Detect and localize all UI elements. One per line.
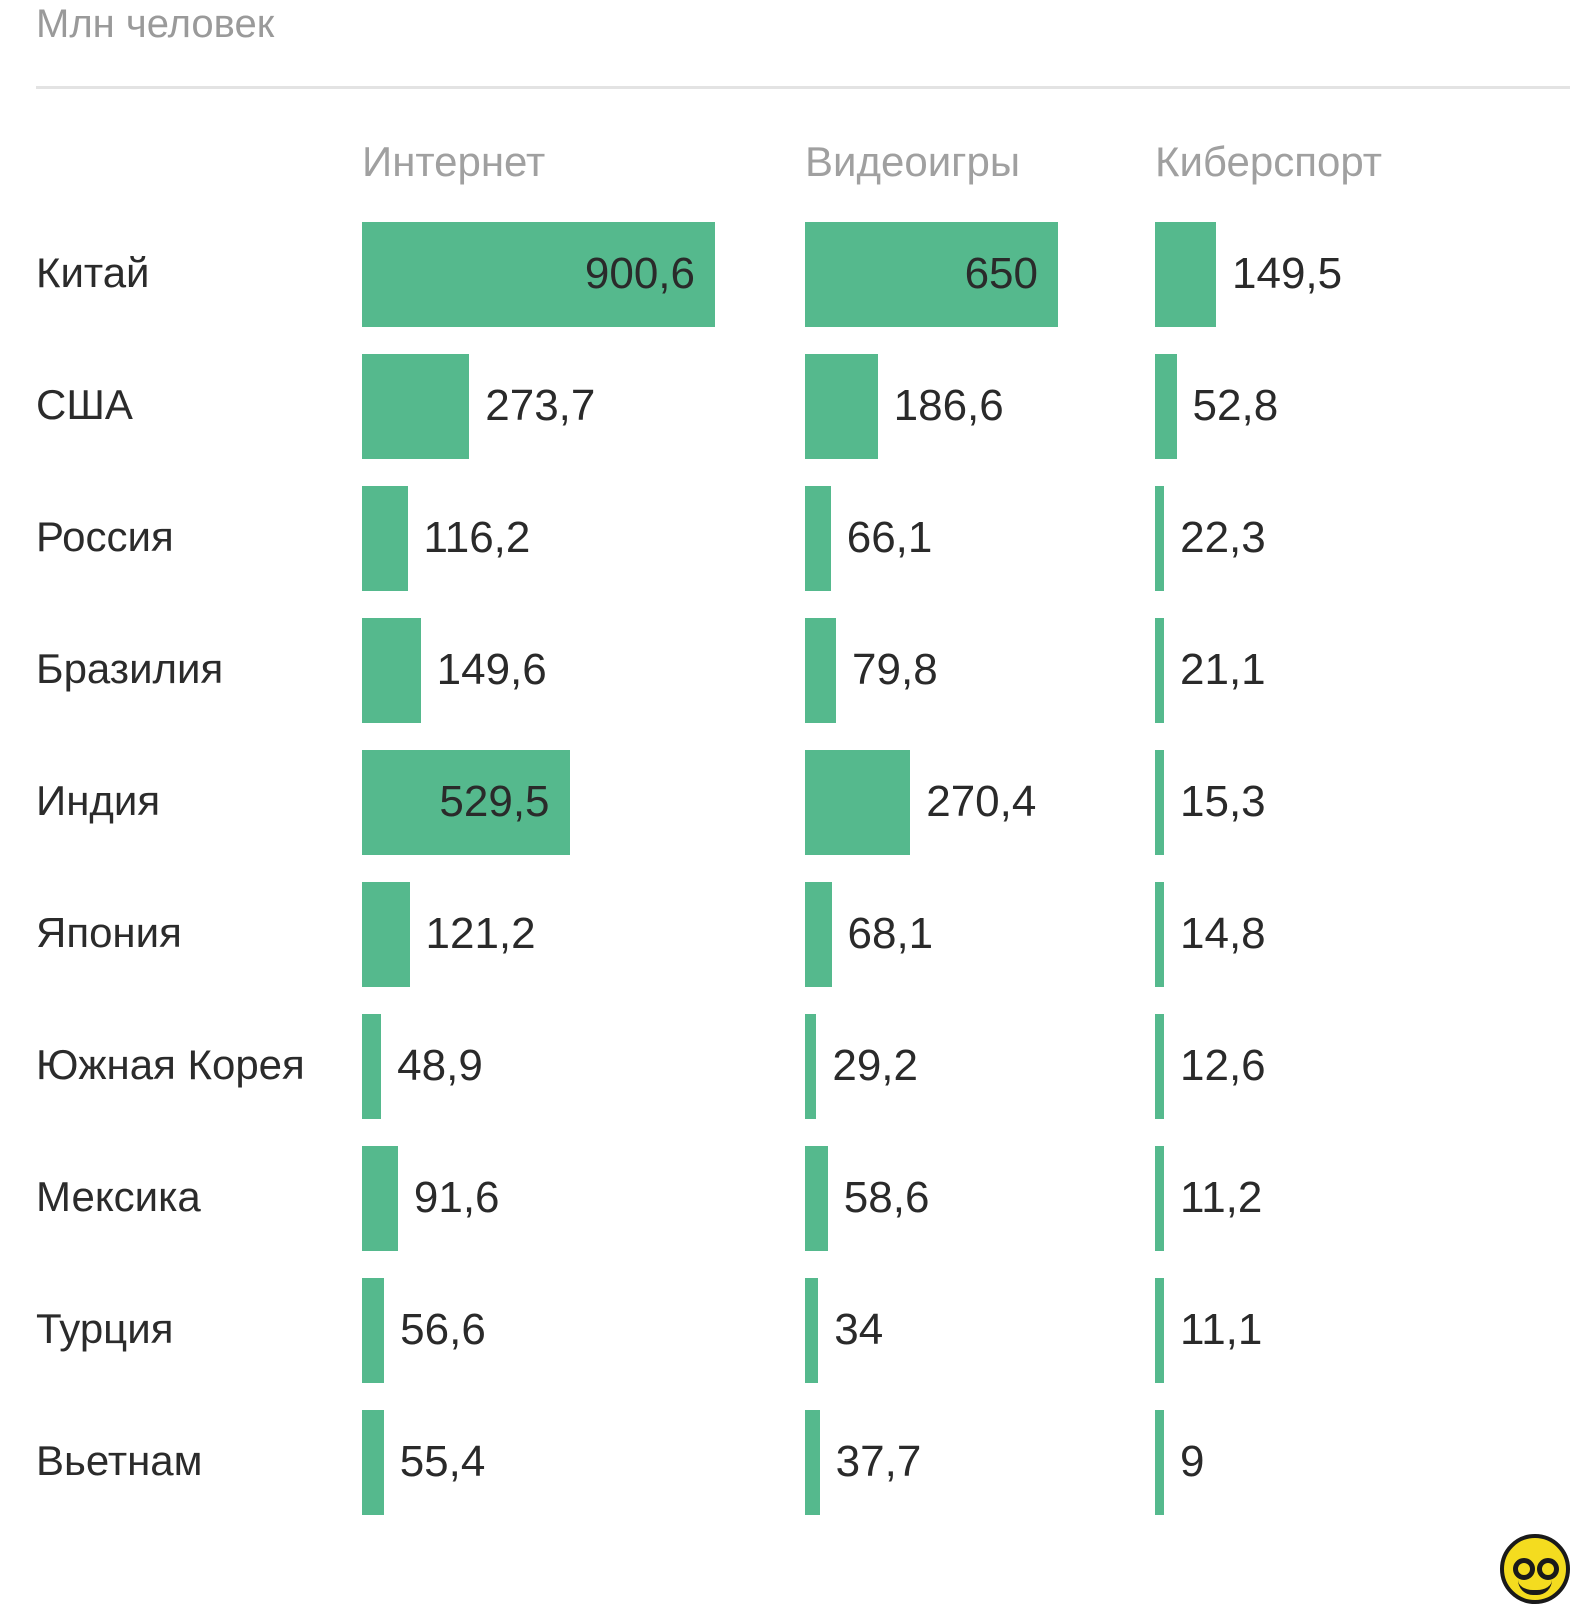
data-label: 11,1 bbox=[1180, 1305, 1263, 1354]
bar bbox=[362, 1278, 385, 1383]
brand-logo-icon bbox=[1500, 1534, 1570, 1604]
data-label: 149,6 bbox=[436, 645, 547, 694]
bar bbox=[362, 222, 715, 327]
category-label: Турция bbox=[36, 1305, 174, 1352]
category-label: Бразилия bbox=[36, 645, 224, 692]
column-header-1: Видеоигры bbox=[805, 138, 1021, 185]
data-label: 116,2 bbox=[423, 513, 531, 562]
bar bbox=[805, 354, 878, 459]
bar bbox=[1155, 354, 1177, 459]
bar bbox=[1155, 222, 1216, 327]
bar bbox=[1155, 1014, 1164, 1119]
data-label: 34 bbox=[834, 1305, 884, 1354]
column-header-2: Киберспорт bbox=[1155, 138, 1383, 185]
data-label: 55,4 bbox=[399, 1437, 486, 1486]
bar bbox=[1155, 882, 1164, 987]
bar bbox=[1155, 486, 1165, 591]
category-label: Южная Корея bbox=[36, 1041, 305, 1088]
logo-smile bbox=[1518, 1580, 1552, 1595]
data-label: 529,5 bbox=[439, 777, 550, 826]
data-label: 79,8 bbox=[852, 645, 938, 694]
bar bbox=[1155, 1278, 1164, 1383]
data-label: 270,4 bbox=[926, 777, 1037, 826]
bar bbox=[362, 1014, 382, 1119]
bar bbox=[1155, 1410, 1164, 1515]
data-label: 22,3 bbox=[1180, 513, 1266, 562]
bar bbox=[805, 222, 1058, 327]
bar bbox=[805, 618, 837, 723]
data-label: 14,8 bbox=[1180, 909, 1266, 958]
data-label: 149,5 bbox=[1232, 249, 1343, 298]
data-label: 21,1 bbox=[1180, 645, 1266, 694]
category-label: Китай bbox=[36, 249, 150, 296]
data-label: 900,6 bbox=[584, 249, 695, 298]
data-label: 15,3 bbox=[1180, 777, 1266, 826]
data-label: 186,6 bbox=[893, 381, 1004, 430]
bar bbox=[805, 1146, 828, 1251]
bar bbox=[1155, 618, 1164, 723]
data-label: 58,6 bbox=[843, 1173, 930, 1222]
header-divider bbox=[36, 86, 1570, 89]
category-label: США bbox=[36, 381, 133, 428]
category-label: Мексика bbox=[36, 1173, 201, 1220]
data-label: 11,2 bbox=[1180, 1173, 1263, 1222]
category-label: Япония bbox=[36, 909, 182, 956]
data-label: 273,7 bbox=[485, 381, 596, 430]
bar bbox=[362, 486, 408, 591]
data-label: 37,7 bbox=[835, 1437, 922, 1486]
bar bbox=[362, 882, 410, 987]
bar bbox=[362, 354, 470, 459]
data-label: 52,8 bbox=[1192, 381, 1279, 430]
data-label: 12,6 bbox=[1180, 1041, 1266, 1090]
column-header-0: Интернет bbox=[362, 138, 546, 185]
bar bbox=[362, 1146, 398, 1251]
bar bbox=[1155, 750, 1164, 855]
logo-eye-left bbox=[1513, 1558, 1535, 1580]
data-label: 48,9 bbox=[397, 1041, 483, 1090]
unit-label: Млн человек bbox=[36, 2, 275, 46]
data-label: 68,1 bbox=[847, 909, 934, 958]
category-label: Россия bbox=[36, 513, 174, 560]
data-label: 56,6 bbox=[400, 1305, 486, 1354]
bar bbox=[362, 1410, 384, 1515]
bar bbox=[362, 750, 570, 855]
data-label: 9 bbox=[1180, 1437, 1205, 1486]
bar bbox=[805, 486, 831, 591]
bar bbox=[805, 1014, 817, 1119]
bar bbox=[805, 750, 911, 855]
logo-eye-right bbox=[1537, 1558, 1559, 1580]
bar bbox=[805, 1278, 819, 1383]
data-label: 91,6 bbox=[413, 1173, 500, 1222]
data-label: 66,1 bbox=[846, 513, 933, 562]
bar bbox=[1155, 1146, 1164, 1251]
bar bbox=[805, 882, 832, 987]
category-label: Вьетнам bbox=[36, 1437, 203, 1484]
category-label: Индия bbox=[36, 777, 161, 824]
data-label: 29,2 bbox=[832, 1041, 918, 1090]
data-label: 121,2 bbox=[425, 909, 536, 958]
data-label: 650 bbox=[964, 249, 1038, 298]
bar bbox=[805, 1410, 820, 1515]
bar bbox=[362, 618, 421, 723]
